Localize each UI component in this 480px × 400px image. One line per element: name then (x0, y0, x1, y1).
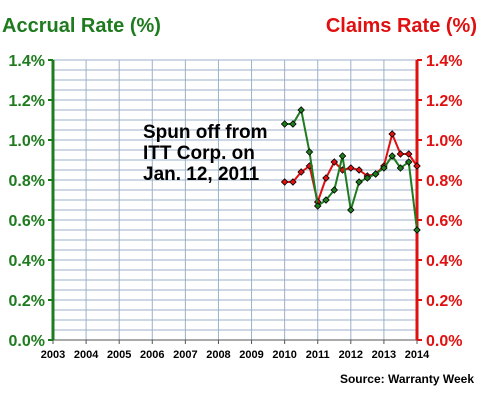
right-tick-label: 1.2% (426, 93, 462, 110)
claims-rate-marker (297, 168, 305, 176)
accrual-rate-marker (396, 164, 405, 172)
claims-rate-marker (330, 158, 339, 166)
claims-rate-marker (404, 150, 413, 158)
data-series (280, 106, 421, 234)
accrual-rate-marker (280, 120, 289, 128)
claims-rate-marker (289, 178, 297, 186)
claims-rate-marker (388, 130, 396, 138)
left-tick-label: 0.2% (9, 293, 45, 310)
x-tick-label: 2004 (74, 349, 99, 361)
left-tick-label: 0.0% (9, 333, 45, 350)
x-tick-label: 2003 (41, 349, 65, 361)
accrual-rate-marker (297, 106, 305, 114)
x-tick-label: 2009 (239, 349, 263, 361)
source-label: Source: Warranty Week (340, 372, 474, 386)
x-tick-label: 2007 (173, 349, 197, 361)
accrual-rate-marker (363, 174, 372, 182)
claims-rate-marker (355, 166, 363, 174)
annotation-line-2: ITT Corp. on (143, 143, 255, 164)
accrual-rate-marker (371, 170, 380, 178)
accrual-rate-marker (305, 148, 314, 156)
left-tick-label: 0.6% (9, 213, 45, 230)
left-tick-label: 0.4% (9, 253, 45, 270)
left-tick-label: 1.0% (9, 133, 45, 150)
x-tick-label: 2006 (140, 349, 164, 361)
x-tick-label: 2010 (272, 349, 296, 361)
accrual-rate-marker (330, 186, 339, 194)
right-tick-label: 0.2% (426, 293, 462, 310)
x-tick-label: 2008 (206, 349, 230, 361)
left-tick-label: 1.4% (9, 53, 45, 70)
claims-rate-marker (396, 150, 405, 158)
accrual-rate-marker (388, 152, 396, 160)
accrual-rate-marker (338, 152, 347, 160)
accrual-rate-marker (313, 202, 322, 210)
right-tick-label: 1.4% (426, 53, 462, 70)
accrual-rate-marker (413, 226, 421, 234)
claims-rate-marker (413, 162, 421, 170)
accrual-rate-marker (380, 164, 388, 172)
claims-rate-marker (322, 174, 330, 182)
right-tick-label: 1.0% (426, 133, 462, 150)
axes (48, 59, 422, 344)
accrual-rate-marker (404, 158, 413, 166)
x-tick-label: 2012 (339, 349, 363, 361)
claims-rate-marker (280, 178, 289, 186)
accrual-rate-marker (347, 206, 355, 214)
x-tick-label: 2005 (107, 349, 131, 361)
right-axis-title: Claims Rate (%) (326, 15, 477, 37)
annotation-line-1: Spun off from (143, 122, 268, 143)
left-tick-label: 0.8% (9, 173, 45, 190)
annotation-line-3: Jan. 12, 2011 (143, 164, 260, 185)
right-tick-label: 0.0% (426, 333, 462, 350)
accrual-rate-marker (322, 196, 330, 204)
x-tick-label: 2013 (372, 349, 396, 361)
right-tick-label: 0.8% (426, 173, 462, 190)
claims-rate-marker (347, 164, 355, 172)
accrual-rate-marker (355, 178, 363, 186)
left-axis-title: Accrual Rate (%) (2, 15, 161, 37)
left-tick-label: 1.2% (9, 93, 45, 110)
right-tick-label: 0.4% (426, 253, 462, 270)
accrual-rate-marker (289, 120, 297, 128)
right-tick-label: 0.6% (426, 213, 462, 230)
tick-labels: 0.0% 0.2% 0.4% 0.6% 0.8% 1.0% 1.2% 1.4% 0.0% 0.2%… (9, 53, 463, 361)
x-tick-label: 2014 (405, 349, 430, 361)
x-tick-label: 2011 (306, 349, 330, 361)
